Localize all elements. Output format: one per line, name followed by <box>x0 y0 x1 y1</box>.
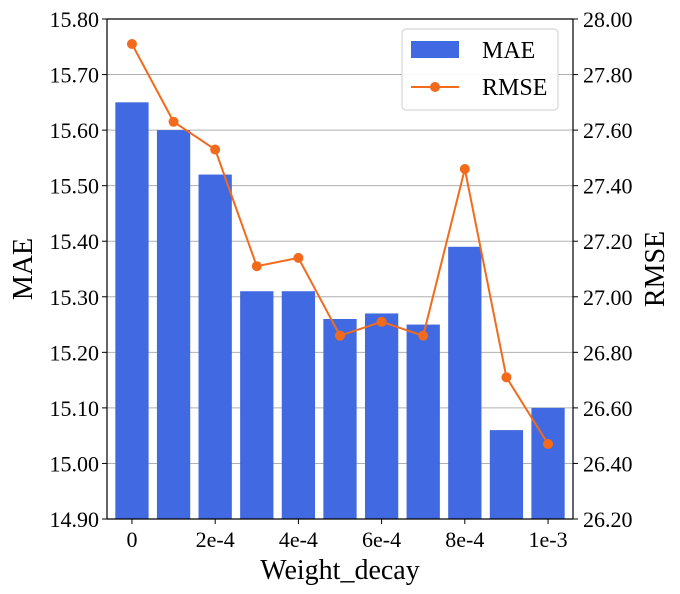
point-rmse-6 <box>376 316 387 327</box>
bar-mae-4 <box>281 291 316 519</box>
y-right-tick-label-1: 26.40 <box>583 451 633 476</box>
y-left-tick-label-9: 15.80 <box>50 7 100 32</box>
point-rmse-3 <box>251 261 262 272</box>
y-right-tick-label-8: 27.80 <box>583 63 633 88</box>
y-left-tick-label-5: 15.40 <box>50 229 100 254</box>
y-left-tick-label-1: 15.00 <box>50 451 100 476</box>
point-rmse-2 <box>210 144 221 155</box>
bar-mae-3 <box>240 291 274 519</box>
axes-layer <box>106 18 574 520</box>
y-right-tick-label-6: 27.40 <box>583 174 633 199</box>
y-right-tick-label-0: 26.20 <box>583 507 633 532</box>
x-tick-label-3: 6e-4 <box>362 527 401 552</box>
bar-mae-2 <box>198 174 232 520</box>
y-left-tick-label-7: 15.60 <box>50 118 100 143</box>
y-left-tick-label-4: 15.30 <box>50 285 100 310</box>
bar-mae-6 <box>364 313 399 519</box>
y-right-tick-label-4: 27.00 <box>583 285 633 310</box>
point-rmse-10 <box>543 439 554 449</box>
x-tick-label-1: 2e-4 <box>196 527 235 552</box>
y-right-tick-label-7: 27.60 <box>583 118 633 143</box>
bar-mae-0 <box>115 102 149 519</box>
bar-mae-7 <box>406 324 440 519</box>
legend: MAE RMSE <box>401 28 559 111</box>
y-right-axis-title: RMSE <box>640 231 671 307</box>
point-rmse-8 <box>459 164 470 174</box>
line-layer <box>126 39 554 449</box>
point-rmse-1 <box>168 116 179 127</box>
x-axis-title: Weight_decay <box>260 555 419 586</box>
bar-mae-1 <box>156 130 191 519</box>
y-left-tick-label-8: 15.70 <box>50 63 100 88</box>
y-right-tick-label-3: 26.80 <box>583 340 633 365</box>
y-left-tick-label-6: 15.50 <box>50 174 100 199</box>
legend-label-mae: MAE <box>482 38 535 64</box>
y-left-axis-title: MAE <box>8 238 39 300</box>
x-tick-label-4: 8e-4 <box>445 527 484 552</box>
y-left-tick-label-3: 15.20 <box>50 340 100 365</box>
bar-mae-8 <box>448 246 482 519</box>
point-rmse-9 <box>501 372 512 383</box>
legend-label-rmse: RMSE <box>482 75 547 101</box>
y-right-tick-label-9: 28.00 <box>583 7 633 32</box>
point-rmse-5 <box>335 330 345 341</box>
legend-swatch-mae <box>411 41 459 58</box>
legend-marker-rmse <box>430 82 440 92</box>
y-left-tick-label-2: 15.10 <box>50 396 100 421</box>
y-right-tick-label-5: 27.20 <box>583 229 633 254</box>
point-rmse-4 <box>293 252 304 263</box>
x-tick-label-5: 1e-3 <box>528 527 567 552</box>
y-left-tick-label-0: 14.90 <box>50 507 100 532</box>
bar-mae-5 <box>323 319 357 519</box>
bars-layer <box>115 102 565 520</box>
ticks-layer: 14.90 15.00 15.10 15.20 15.30 15.40 15.50 15.60… <box>50 7 633 552</box>
point-rmse-7 <box>418 330 429 341</box>
y-right-tick-label-2: 26.60 <box>583 396 633 421</box>
x-tick-label-2: 4e-4 <box>279 527 318 552</box>
x-tick-label-0: 0 <box>126 527 137 552</box>
bar-mae-9 <box>489 430 524 519</box>
point-rmse-0 <box>126 39 137 49</box>
